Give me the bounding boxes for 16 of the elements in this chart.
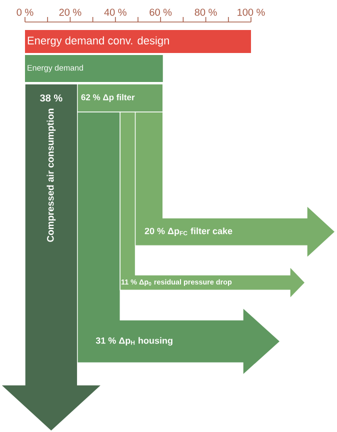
x-tick-label: 0 % (16, 8, 34, 16)
data-label: 20 % (144, 228, 165, 234)
y-tick-label: Energy demand conv. design (28, 36, 169, 47)
data-label: 62 % (81, 94, 100, 100)
x-tick-label: 60 % (150, 8, 172, 16)
category-label: Δp$_{FC}$ filter cake (168, 228, 232, 236)
category-label: Δp filter (103, 94, 135, 102)
category-label: Compressed air consumption (46, 108, 56, 242)
category-label: Δp$_{H}$ housing (119, 337, 172, 346)
y-tick-label: Energy demand (28, 64, 83, 72)
data-label: 31 % (96, 337, 116, 344)
x-tick-label: 80 % (194, 8, 217, 16)
data-label: 38 % (40, 94, 62, 102)
x-tick-label: 20 % (59, 8, 82, 16)
x-tick-label: 100 % (238, 8, 265, 16)
x-tick-label: 40 % (104, 8, 126, 16)
